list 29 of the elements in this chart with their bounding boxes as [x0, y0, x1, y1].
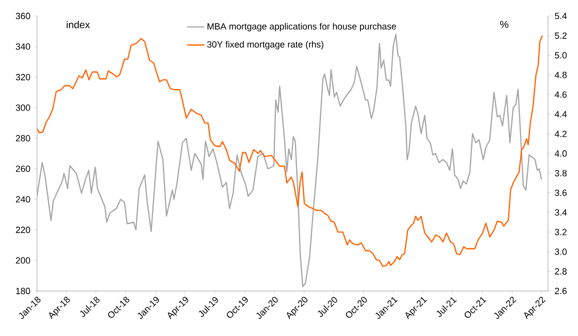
y2-axis-title: % [500, 20, 508, 28]
y-tick-label: 280 [16, 135, 30, 142]
y-tick-label: 260 [16, 166, 30, 172]
y-tick-label: 360 [16, 12, 30, 20]
legend-label: MBA mortgage applications for house purchase [208, 22, 396, 32]
y2-tick-label: 4.0 [554, 150, 567, 157]
y-tick-label: 300 [16, 104, 30, 111]
y2-tick-label: 5.0 [554, 52, 567, 58]
y2-tick-label: 4.6 [554, 91, 567, 98]
y2-tick-label: 5.2 [554, 32, 567, 39]
y2-tick-label: 3.4 [554, 209, 567, 216]
y-tick-label: 180 [16, 288, 30, 294]
y2-tick-label: 4.2 [554, 130, 567, 137]
y-axis-title: index [66, 20, 90, 28]
y2-tick-label: 3.8 [554, 170, 567, 176]
y2-tick-label: 3.6 [554, 190, 567, 196]
y-tick-label: 220 [16, 226, 30, 234]
y-tick-label: 200 [16, 257, 30, 264]
y2-tick-label: 2.8 [554, 268, 567, 275]
y2-tick-label: 3.2 [554, 228, 567, 236]
y2-tick-label: 3.0 [554, 248, 567, 255]
legend-label: 30Y fixed mortgage rate (rhs) [207, 40, 324, 50]
y-tick-label: 320 [16, 74, 30, 80]
y2-tick-label: 4.8 [554, 72, 567, 78]
y2-tick-label: 2.6 [554, 288, 567, 294]
y2-tick-label: 4.4 [554, 111, 567, 118]
y-tick-label: 340 [16, 43, 30, 50]
y-tick-label: 240 [16, 196, 30, 203]
y2-tick-label: 5.4 [554, 12, 567, 20]
